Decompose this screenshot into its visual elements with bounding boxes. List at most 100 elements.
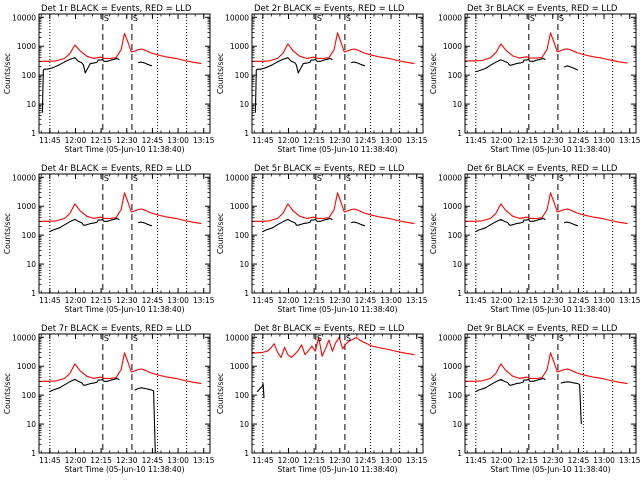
x-tick-label: 12:15 (516, 456, 538, 465)
x-axis-label: Start Time (05-Jun-10 11:38:40) (65, 305, 185, 314)
flare-marker-label: S (133, 174, 138, 183)
events-series-line (563, 65, 579, 71)
y-tick-label: 10 (26, 260, 36, 269)
flare-marker-label: S (559, 334, 564, 343)
x-tick-label: 13:00 (380, 136, 402, 145)
x-axis-label: Start Time (05-Jun-10 11:38:40) (491, 465, 611, 474)
y-tick-label: 10 (239, 100, 249, 109)
y-tick-label: 10000 (12, 13, 36, 22)
x-tick-label: 12:30 (542, 456, 564, 465)
y-tick-label: 100 (235, 231, 250, 240)
lld-series-line (252, 192, 415, 225)
x-tick-label: 11:45 (465, 296, 487, 305)
y-tick-label: 100 (235, 71, 250, 80)
flare-marker-label: S (104, 174, 109, 183)
panel-title: Det 5r BLACK = Events, RED = LLD (254, 164, 405, 174)
x-tick-label: 12:15 (303, 296, 325, 305)
flare-marker-label: S (559, 14, 564, 23)
events-series-line (49, 378, 120, 393)
y-tick-label: 10000 (225, 173, 249, 182)
events-series-line (49, 218, 120, 233)
panel-det-6r: Det 6r BLACK = Events, RED = LLD 1 10 100 10… (429, 164, 640, 314)
x-tick-label: 12:00 (278, 456, 300, 465)
events-series-line (475, 218, 546, 233)
events-series-line (256, 383, 265, 399)
panel-title: Det 1r BLACK = Events, RED = LLD (41, 4, 192, 14)
x-tick-label: 12:45 (568, 296, 590, 305)
lld-series-line (465, 192, 628, 225)
lld-series-line (39, 352, 202, 385)
y-axis-label: Counts/sec (3, 53, 12, 94)
events-series-line (351, 221, 366, 227)
y-tick-label: 1000 (230, 362, 249, 371)
panel-det-5r: Det 5r BLACK = Events, RED = LLD 1 10 100 10… (216, 164, 428, 314)
y-tick-label: 10000 (225, 333, 249, 342)
x-axis-label: Start Time (05-Jun-10 11:38:40) (491, 145, 611, 154)
x-tick-label: 11:45 (465, 136, 487, 145)
y-tick-label: 1000 (17, 202, 36, 211)
y-axis-label: Counts/sec (216, 213, 225, 254)
y-tick-label: 1 (244, 449, 249, 458)
x-tick-label: 12:45 (568, 456, 590, 465)
plot-frame (38, 13, 211, 134)
y-tick-label: 1 (457, 289, 462, 298)
x-tick-label: 13:15 (406, 296, 428, 305)
flare-marker-label: S (530, 14, 535, 23)
flare-marker-label: S (104, 14, 109, 23)
y-axis-label: Counts/sec (216, 53, 225, 94)
x-tick-label: 13:00 (380, 456, 402, 465)
panel-title: Det 2r BLACK = Events, RED = LLD (254, 4, 405, 14)
x-tick-label: 12:30 (116, 456, 138, 465)
y-tick-label: 1000 (230, 202, 249, 211)
y-tick-label: 100 (22, 391, 37, 400)
x-tick-label: 12:30 (542, 136, 564, 145)
x-tick-label: 13:00 (167, 136, 189, 145)
y-tick-label: 100 (448, 71, 463, 80)
x-tick-label: 12:30 (542, 296, 564, 305)
y-tick-label: 10000 (438, 13, 462, 22)
x-tick-label: 13:15 (193, 136, 215, 145)
events-series-line (475, 58, 546, 73)
y-tick-label: 10000 (225, 13, 249, 22)
x-tick-label: 12:15 (90, 456, 112, 465)
x-tick-label: 11:45 (252, 456, 274, 465)
events-series-line (138, 221, 153, 227)
y-tick-label: 10000 (12, 333, 36, 342)
events-series-line (254, 57, 333, 113)
y-tick-label: 1000 (17, 42, 36, 51)
x-tick-label: 12:30 (329, 296, 351, 305)
y-axis-label: Counts/sec (429, 373, 438, 414)
y-tick-label: 10000 (438, 173, 462, 182)
lld-series-line (465, 352, 628, 385)
plot-frame (464, 13, 637, 134)
y-tick-label: 1 (457, 449, 462, 458)
x-tick-label: 13:15 (406, 456, 428, 465)
plot-frame (251, 333, 424, 454)
x-tick-label: 13:00 (593, 136, 615, 145)
y-tick-label: 100 (22, 231, 37, 240)
panel-det-9r: Det 9r BLACK = Events, RED = LLD 1 10 100 10… (429, 324, 640, 474)
plot-frame (38, 333, 211, 454)
y-tick-label: 10 (452, 420, 462, 429)
x-tick-label: 13:15 (619, 136, 640, 145)
x-tick-label: 11:45 (252, 136, 274, 145)
events-series-line (564, 221, 579, 227)
x-tick-label: 11:45 (252, 296, 274, 305)
x-tick-label: 13:00 (167, 296, 189, 305)
x-tick-label: 12:00 (65, 296, 87, 305)
panel-title: Det 8r BLACK = Events, RED = LLD (254, 324, 405, 334)
flare-marker-label: S (346, 334, 351, 343)
x-tick-label: 12:15 (90, 136, 112, 145)
x-tick-label: 12:00 (278, 296, 300, 305)
y-tick-label: 10 (452, 260, 462, 269)
y-axis-label: Counts/sec (3, 213, 12, 254)
flare-marker-label: S (317, 14, 322, 23)
panel-det-3r: Det 3r BLACK = Events, RED = LLD 1 10 100 10… (429, 4, 640, 154)
flare-marker-label: S (559, 174, 564, 183)
x-tick-label: 12:45 (568, 136, 590, 145)
x-axis-label: Start Time (05-Jun-10 11:38:40) (278, 145, 398, 154)
y-tick-label: 1000 (17, 362, 36, 371)
panel-title: Det 6r BLACK = Events, RED = LLD (467, 164, 618, 174)
x-tick-label: 12:15 (303, 136, 325, 145)
flare-marker-label: S (346, 174, 351, 183)
